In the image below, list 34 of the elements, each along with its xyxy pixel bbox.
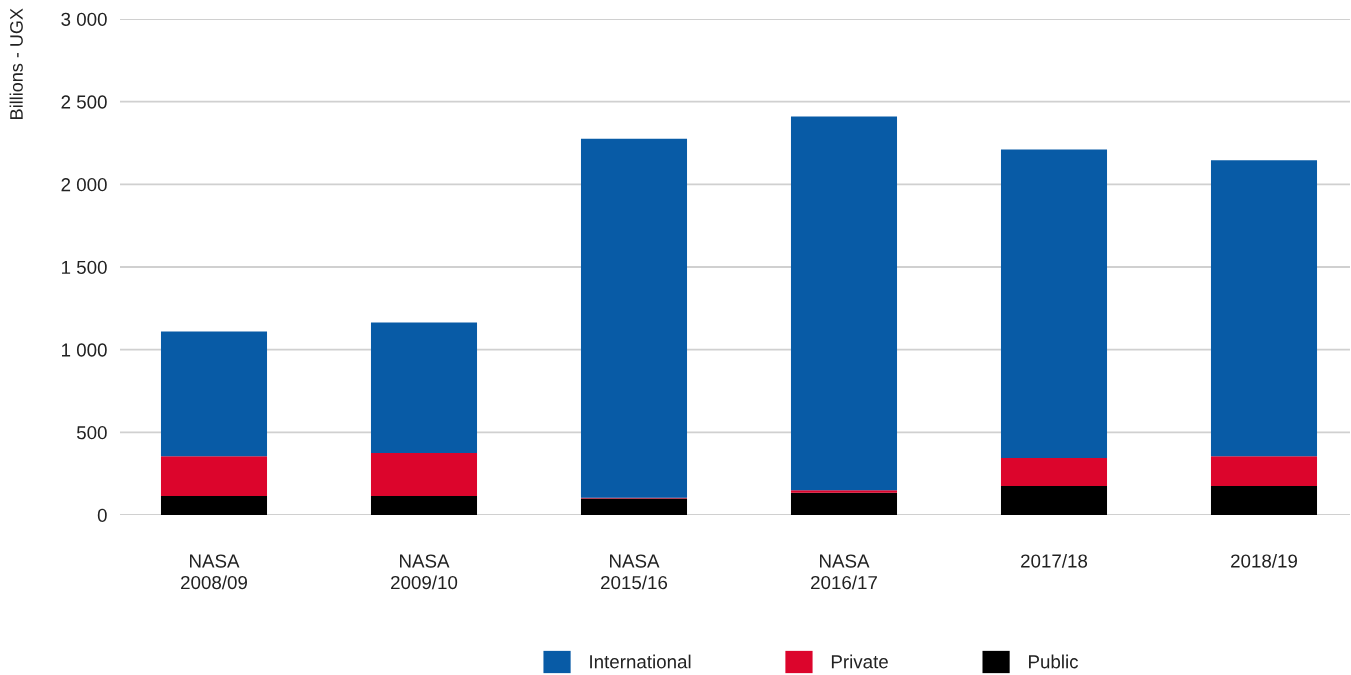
bar	[790, 490, 898, 493]
bar	[580, 138, 688, 498]
y-tick-label: 500	[76, 426, 107, 440]
y-tick-label: 1 000	[62, 343, 107, 357]
bar	[1000, 457, 1108, 487]
legend-label: Public	[1029, 654, 1079, 669]
legend-label: International	[590, 654, 691, 669]
bar	[790, 492, 898, 515]
bar	[160, 456, 268, 496]
bar	[1210, 160, 1318, 457]
bar	[370, 322, 478, 453]
x-tick-label: 2017/18	[1021, 553, 1088, 568]
bar	[160, 331, 268, 457]
y-axis-title: Billions - UGX	[9, 8, 23, 119]
bar	[1000, 149, 1108, 458]
bar	[1210, 456, 1318, 487]
y-tick-label: 2 500	[61, 95, 107, 109]
bar	[790, 116, 898, 491]
bar	[1210, 486, 1318, 515]
x-tick-label: NASA 2015/16	[601, 554, 668, 590]
bar	[370, 495, 478, 515]
x-tick-label: NASA 2008/09	[181, 554, 247, 590]
x-tick-label: NASA 2009/10	[391, 554, 458, 590]
x-tick-label: NASA 2016/17	[811, 554, 877, 590]
y-tick-label: 1 500	[62, 260, 107, 274]
y-tick-label: 3 000	[61, 12, 107, 26]
y-tick-label: 0	[97, 508, 107, 522]
y-tick-label: 2 000	[61, 178, 107, 192]
bar	[370, 453, 478, 496]
bar	[160, 495, 268, 515]
bar	[1000, 486, 1108, 515]
x-tick-label: 2018/19	[1231, 553, 1297, 568]
bar	[580, 498, 688, 515]
legend-label: Private	[831, 654, 888, 669]
